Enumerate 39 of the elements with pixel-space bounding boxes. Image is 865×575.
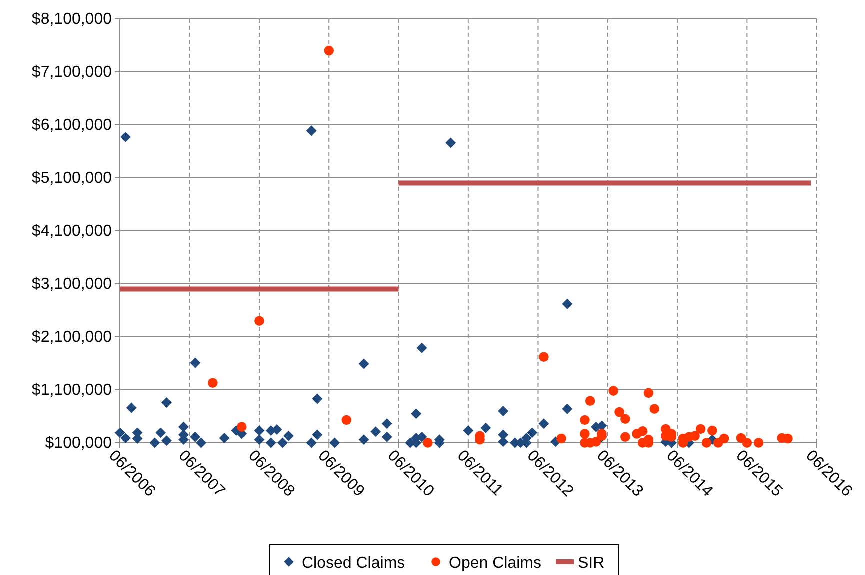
y-tick-label: $3,100,000 <box>32 276 112 294</box>
point <box>237 422 247 432</box>
point <box>208 378 218 388</box>
point <box>754 438 764 448</box>
point <box>783 434 793 444</box>
point <box>254 316 264 326</box>
y-tick-label: $100,000 <box>45 435 112 452</box>
point <box>742 438 752 448</box>
point <box>719 434 730 444</box>
point <box>556 434 566 444</box>
y-tick-label: $7,100,000 <box>32 64 112 82</box>
point <box>580 429 590 439</box>
point <box>342 415 352 426</box>
y-tick-label: $2,100,000 <box>32 329 112 346</box>
y-tick-label: $5,100,000 <box>32 170 112 188</box>
point <box>539 352 549 362</box>
y-tick-label: $1,100,000 <box>32 382 112 400</box>
point <box>702 438 712 448</box>
point <box>614 407 624 418</box>
y-tick-label: $8,100,000 <box>32 11 112 28</box>
point <box>644 388 654 398</box>
point <box>620 414 630 424</box>
legend-label: Open Claims <box>449 555 542 572</box>
point <box>690 431 700 441</box>
point <box>591 437 602 447</box>
point <box>423 438 433 448</box>
point <box>580 415 590 426</box>
point <box>608 386 618 396</box>
y-tick-label: $6,100,000 <box>32 117 112 134</box>
legend-label: Closed Claims <box>302 555 406 572</box>
point <box>638 426 648 436</box>
point <box>650 404 660 414</box>
point <box>708 426 718 436</box>
point <box>324 46 334 56</box>
point <box>620 432 630 442</box>
point <box>585 396 596 406</box>
point <box>696 424 706 434</box>
y-tick-label: $4,100,000 <box>32 223 112 240</box>
legend-label: SIR <box>578 555 605 572</box>
